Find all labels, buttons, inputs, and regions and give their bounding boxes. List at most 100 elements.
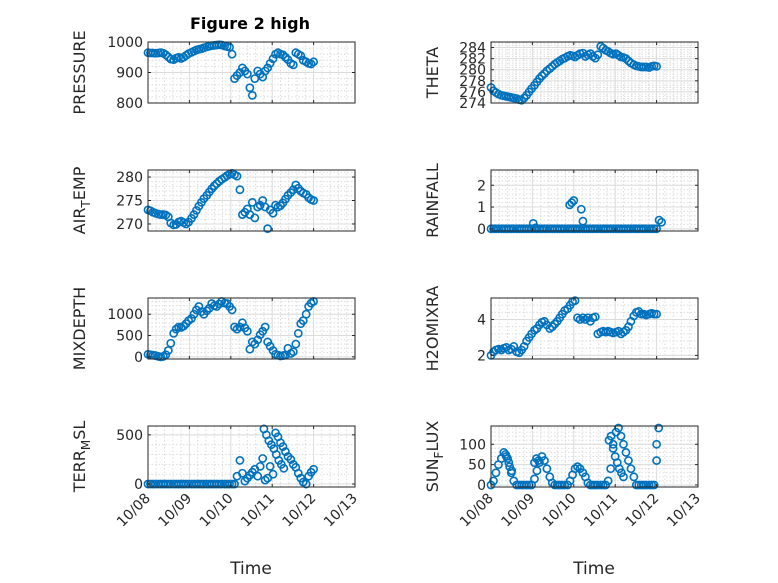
data-point bbox=[242, 69, 252, 79]
y-tick-label: 282 bbox=[459, 52, 486, 68]
subplot-pressure: 800 900 1000 PRESSURE bbox=[70, 30, 356, 115]
data-point bbox=[608, 439, 618, 449]
subplot-mixdepth: 0 500 1000 MIXDEPTH bbox=[70, 287, 356, 370]
data-point bbox=[652, 309, 661, 319]
data-point bbox=[517, 95, 527, 105]
y-tick-label: 0 bbox=[134, 350, 143, 366]
data-point bbox=[528, 218, 538, 228]
y-axis-label: THETA bbox=[423, 47, 442, 99]
data-point bbox=[194, 302, 204, 311]
data-point bbox=[235, 456, 245, 465]
data-point bbox=[253, 471, 263, 481]
data-point bbox=[161, 350, 171, 360]
y-tick-label: 270 bbox=[116, 217, 143, 233]
y-axis-label: MIXDEPTH bbox=[70, 287, 89, 370]
data-point bbox=[503, 454, 512, 463]
y-tick-label: 278 bbox=[459, 74, 486, 90]
data-point bbox=[227, 49, 237, 59]
data-point bbox=[621, 54, 631, 64]
data-point bbox=[606, 464, 616, 474]
data-point bbox=[570, 296, 580, 306]
data-point bbox=[281, 52, 290, 62]
data-point bbox=[567, 198, 577, 208]
data-point bbox=[621, 448, 631, 457]
y-tick-label: 1000 bbox=[107, 35, 143, 51]
data-point bbox=[179, 321, 189, 331]
data-point bbox=[530, 474, 539, 484]
subplot-air-temp: 270 275 280 AIRTEMP bbox=[70, 166, 356, 234]
data-point bbox=[291, 339, 301, 349]
data-point bbox=[652, 62, 661, 71]
data-point bbox=[649, 480, 659, 490]
data-point bbox=[540, 456, 549, 465]
subplot-h2omixra: 2 4 H2OMIXRA bbox=[423, 286, 699, 372]
y-axis-label: AIRTEMP bbox=[70, 166, 93, 234]
data-series bbox=[143, 424, 318, 489]
y-tick-label: 0 bbox=[134, 477, 143, 493]
data-series bbox=[143, 168, 318, 234]
data-series bbox=[143, 297, 318, 362]
data-point bbox=[258, 454, 268, 463]
y-tick-label: 100 bbox=[459, 437, 486, 453]
data-point bbox=[619, 472, 628, 482]
data-point bbox=[197, 307, 206, 317]
data-point bbox=[235, 185, 245, 195]
data-point bbox=[309, 57, 318, 67]
data-point bbox=[309, 196, 318, 205]
data-point bbox=[301, 309, 311, 319]
data-point bbox=[624, 456, 633, 465]
data-point bbox=[532, 454, 541, 463]
y-tick-label: 276 bbox=[459, 85, 486, 101]
data-point bbox=[250, 74, 260, 83]
y-tick-label: 500 bbox=[116, 428, 143, 444]
data-series bbox=[486, 42, 661, 105]
data-point bbox=[245, 83, 255, 93]
y-tick-label: 50 bbox=[468, 458, 486, 474]
data-point bbox=[626, 464, 636, 474]
data-point bbox=[281, 447, 290, 456]
axes-box bbox=[490, 41, 699, 104]
data-point bbox=[253, 335, 263, 345]
data-point bbox=[235, 322, 245, 332]
y-tick-label: 284 bbox=[459, 41, 486, 57]
y-tick-label: 280 bbox=[116, 170, 143, 186]
data-point bbox=[245, 344, 255, 354]
data-point bbox=[569, 196, 579, 205]
y-tick-label: 274 bbox=[459, 96, 486, 112]
data-point bbox=[576, 204, 586, 214]
data-point bbox=[255, 200, 265, 210]
data-point bbox=[608, 443, 618, 453]
data-point bbox=[537, 71, 547, 81]
data-point bbox=[268, 54, 278, 64]
y-axis-label: H2OMIXRA bbox=[423, 286, 442, 372]
data-point bbox=[230, 322, 239, 332]
y-tick-label: 800 bbox=[116, 96, 143, 112]
data-series bbox=[143, 40, 318, 100]
data-point bbox=[616, 431, 626, 441]
y-tick-label: 1000 bbox=[107, 307, 143, 323]
data-point bbox=[309, 464, 318, 474]
data-point bbox=[232, 171, 242, 181]
data-point bbox=[654, 215, 664, 225]
data-point bbox=[652, 224, 661, 234]
data-point bbox=[247, 337, 257, 347]
x-axis-label-right: Time bbox=[572, 559, 615, 579]
data-point bbox=[212, 302, 222, 311]
data-point bbox=[542, 464, 552, 474]
data-point bbox=[652, 456, 661, 465]
axes-box bbox=[490, 297, 699, 360]
data-point bbox=[293, 329, 303, 338]
data-point bbox=[260, 322, 270, 332]
data-point bbox=[209, 181, 219, 191]
data-point bbox=[268, 469, 278, 479]
y-tick-label: 900 bbox=[116, 66, 143, 82]
data-point bbox=[169, 329, 179, 338]
y-tick-label: 2 bbox=[477, 178, 486, 194]
data-point bbox=[288, 60, 298, 70]
data-point bbox=[593, 50, 603, 60]
data-point bbox=[263, 337, 273, 347]
plot-area bbox=[491, 170, 698, 231]
data-point bbox=[286, 455, 296, 464]
data-point bbox=[278, 442, 288, 452]
